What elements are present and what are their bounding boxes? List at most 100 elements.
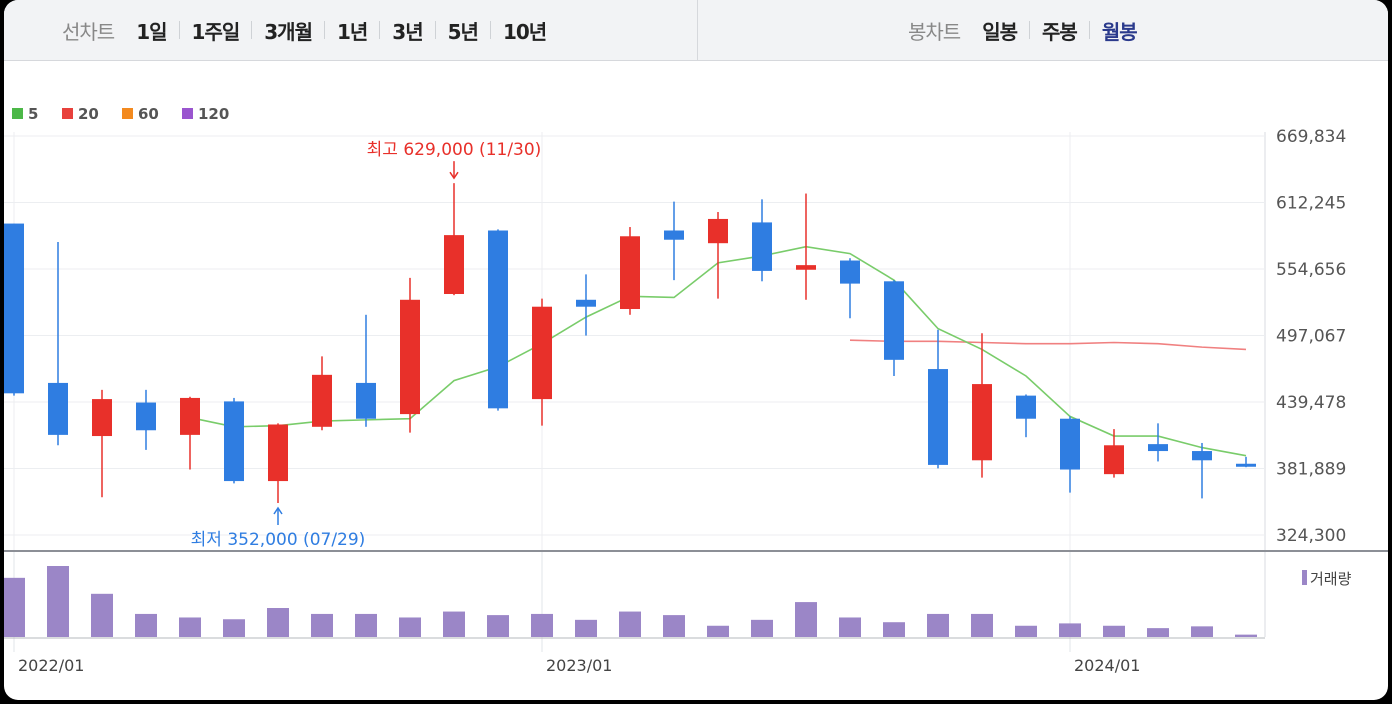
y-tick-label: 497,067 [1276,327,1346,347]
volume-bar [1235,634,1257,637]
candle-body [928,369,948,465]
volume-bar [1059,623,1081,637]
candle-body [312,374,332,427]
x-tick-label: 2022/01 [18,656,84,675]
legend-swatch [122,108,133,119]
candle-body [884,281,904,360]
tab-3y[interactable]: 3년 [392,19,423,44]
period-tab-label: 선차트 [62,19,115,44]
tab-5y[interactable]: 5년 [447,19,479,44]
volume-legend-label: 거래량 [1310,570,1352,588]
tab-1w[interactable]: 1주일 [191,19,241,44]
x-tick-label: 2023/01 [546,656,612,675]
legend-label: 60 [138,105,159,123]
candle-body [1060,418,1080,470]
candle-body [136,402,156,431]
candle-body [796,265,816,270]
y-tick-label: 324,300 [1276,526,1346,546]
candle-body [224,401,244,482]
candle-body [840,260,860,284]
candle-body [48,382,68,435]
volume-bar [267,608,289,637]
tab-separator [178,21,180,39]
volume-bar [487,615,509,637]
candle-body [532,306,552,400]
candle-body [752,222,772,271]
high-marker-arrowhead [449,171,459,180]
tab-separator [1088,21,1090,39]
tab-separator [1029,21,1031,39]
tab-separator [489,21,491,39]
high-annotation: 최고 629,000 (11/30) [367,140,542,160]
volume-bar [575,619,597,637]
y-tick-label: 439,478 [1276,393,1346,413]
volume-bar [795,602,817,637]
candle-body [1192,451,1212,461]
volume-bar [883,622,905,637]
legend-swatch [182,108,193,119]
volume-bar [619,611,641,637]
tab-3m[interactable]: 3개월 [264,19,313,44]
tab-10y[interactable]: 10년 [502,19,547,44]
legend-label: 20 [78,105,99,123]
tab-monthly[interactable]: 월봉 [1101,19,1138,44]
volume-bar [179,617,201,637]
tab-1d[interactable]: 1일 [136,19,167,44]
tab-daily[interactable]: 일봉 [982,19,1018,44]
volume-bar [135,613,157,637]
y-tick-label: 554,656 [1276,260,1346,280]
chart-toolbar: 선차트 1일 1주일 3개월 1년 3년 5년 10년 봉차트 일봉 주봉 월봉 [4,0,1388,61]
volume-bar [751,619,773,637]
tab-separator [379,21,381,39]
ma20-line [849,339,1247,351]
candle-body [356,382,376,419]
volume-bar [223,619,245,637]
volume-bar [927,613,949,637]
volume-bar [707,625,729,637]
volume-bar [355,613,377,637]
volume-bar [311,613,333,637]
candle-body [180,397,200,435]
volume-bar [1191,626,1213,637]
legend-swatch [62,108,73,119]
tab-weekly[interactable]: 주봉 [1042,19,1078,44]
candle-body [268,424,288,482]
volume-bar [663,615,685,637]
y-tick-label: 612,245 [1276,194,1346,214]
candle-body [708,218,728,244]
volume-bar [47,566,69,637]
volume-legend-swatch [1302,570,1307,585]
legend-label: 5 [28,105,38,123]
candle-body [1148,444,1168,452]
chart-panel: 선차트 1일 1주일 3개월 1년 3년 5년 10년 봉차트 일봉 주봉 월봉… [4,0,1388,700]
candle-body [576,299,596,307]
candle-body [1104,445,1124,475]
toolbar-divider [697,0,698,60]
candle-body [4,223,24,394]
tab-1y[interactable]: 1년 [336,19,368,44]
tab-separator [323,21,325,39]
y-tick-label: 381,889 [1276,460,1346,480]
volume-bar [1015,625,1037,637]
y-tick-label: 669,834 [1276,127,1346,147]
volume-bar [1103,625,1125,637]
tab-separator [434,21,436,39]
candle-body [400,299,420,415]
candle-body [1016,395,1036,419]
candle-body [1236,463,1256,467]
volume-bar [1147,628,1169,637]
low-annotation: 최저 352,000 (07/29) [191,530,366,550]
legend-swatch [12,108,23,119]
low-marker-arrowhead [273,506,283,515]
volume-bar [839,617,861,637]
candle-body [444,235,464,295]
candle-body [972,384,992,461]
price-chart-svg: 669,834 612,245 554,656 497,067 439,478 381,8… [4,105,1388,675]
x-tick-label: 2024/01 [1074,656,1140,675]
volume-bar [443,611,465,637]
candle-body [92,399,112,437]
candle-body [620,236,640,310]
candle-body [664,230,684,240]
candle-tab-group: 봉차트 일봉 주봉 월봉 [908,0,1149,60]
candle-body [488,230,508,409]
